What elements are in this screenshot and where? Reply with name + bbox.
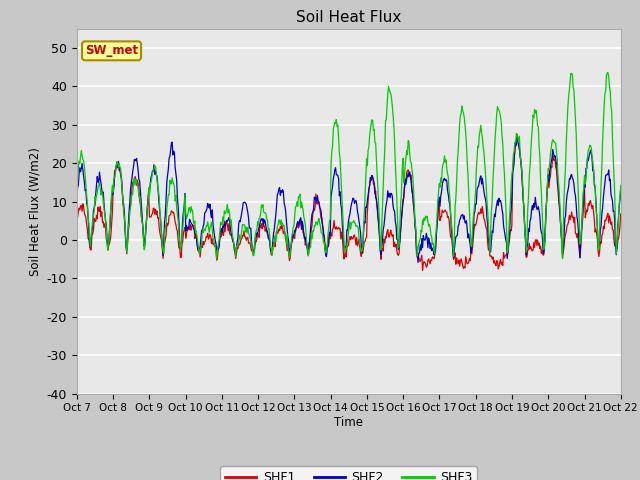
SHF3 xyxy=(139,222,147,228)
SHF1 xyxy=(73,212,81,217)
SHF3 xyxy=(617,182,625,188)
SHF2 xyxy=(194,246,202,252)
SHF1 xyxy=(431,249,439,255)
Line: SHF3: SHF3 xyxy=(77,72,621,259)
SHF2 xyxy=(223,217,230,223)
SHF3 xyxy=(194,240,202,246)
SHF1 xyxy=(617,211,625,217)
Legend: SHF1, SHF2, SHF3: SHF1, SHF2, SHF3 xyxy=(220,467,477,480)
SHF1 xyxy=(419,267,426,273)
SHF2 xyxy=(513,135,521,141)
SHF3 xyxy=(223,202,231,207)
SHF3 xyxy=(604,70,612,75)
SHF2 xyxy=(414,260,422,265)
SHF1 xyxy=(223,219,230,225)
SHF2 xyxy=(73,196,81,202)
SHF2 xyxy=(139,223,147,228)
SHF2 xyxy=(416,250,424,256)
SHF1 xyxy=(83,222,90,228)
SHF2 xyxy=(431,248,439,254)
Text: SW_met: SW_met xyxy=(85,44,138,57)
Title: Soil Heat Flux: Soil Heat Flux xyxy=(296,10,401,25)
SHF3 xyxy=(431,236,439,241)
SHF3 xyxy=(83,192,90,198)
SHF1 xyxy=(513,132,521,137)
Line: SHF1: SHF1 xyxy=(77,134,621,270)
SHF3 xyxy=(213,256,221,262)
SHF2 xyxy=(83,200,90,205)
X-axis label: Time: Time xyxy=(334,416,364,429)
SHF1 xyxy=(139,222,147,228)
Y-axis label: Soil Heat Flux (W/m2): Soil Heat Flux (W/m2) xyxy=(28,147,41,276)
Line: SHF2: SHF2 xyxy=(77,138,621,263)
SHF1 xyxy=(415,255,422,261)
SHF3 xyxy=(416,238,424,243)
SHF2 xyxy=(617,184,625,190)
SHF3 xyxy=(73,191,81,197)
SHF1 xyxy=(194,248,202,253)
